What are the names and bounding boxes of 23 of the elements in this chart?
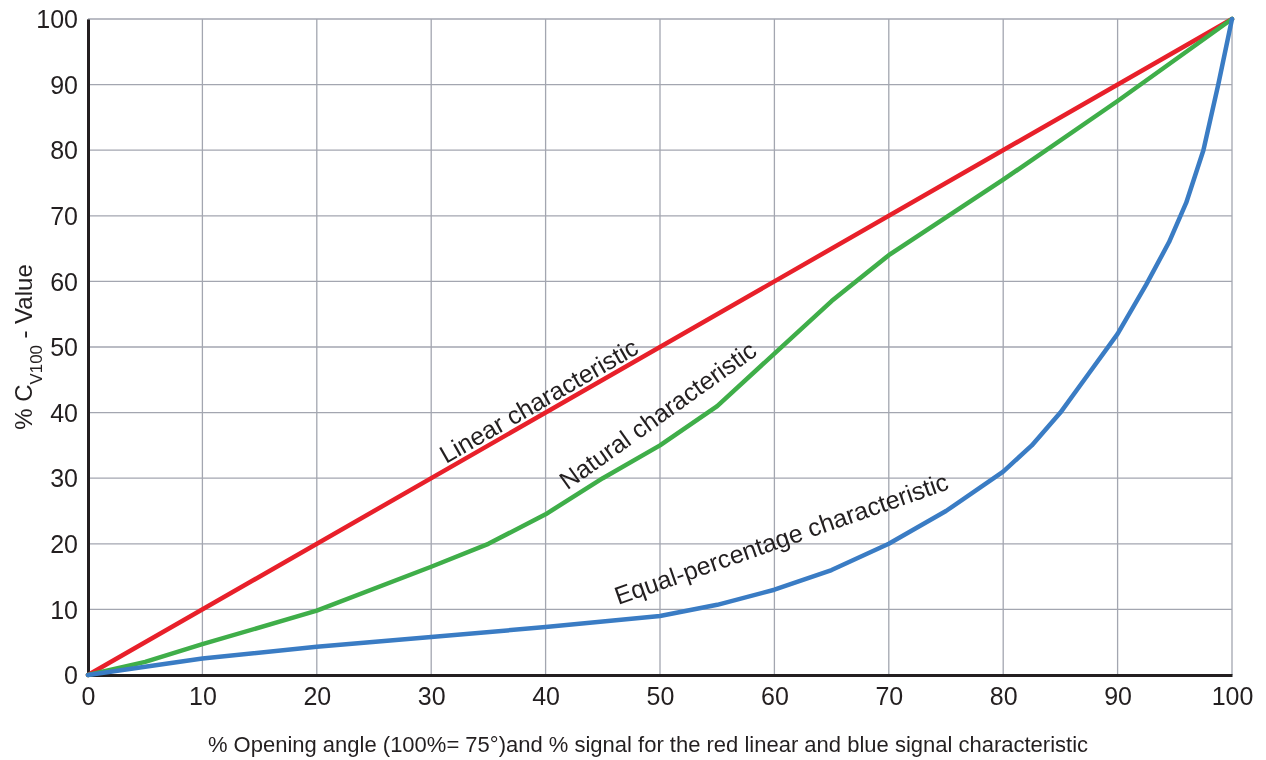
- y-tick-label: 80: [50, 136, 78, 165]
- x-tick-label: 90: [1104, 681, 1133, 710]
- y-tick-label: 30: [50, 464, 78, 493]
- x-tick-label: 100: [1211, 681, 1254, 710]
- x-tick-label: 20: [303, 681, 332, 710]
- y-tick-label: 50: [50, 333, 78, 362]
- x-tick-label: 50: [646, 681, 675, 710]
- x-tick-label: 0: [81, 681, 96, 710]
- x-tick-label: 80: [989, 681, 1018, 710]
- x-tick-label: 10: [188, 681, 217, 710]
- y-tick-label: 90: [50, 70, 78, 99]
- x-tick-label: 60: [760, 681, 789, 710]
- x-tick-label: 30: [417, 681, 446, 710]
- y-tick-label: 40: [50, 398, 78, 427]
- y-tick-label: 60: [50, 267, 78, 296]
- y-tick-label: 20: [50, 530, 78, 559]
- x-axis-title: % Opening angle (100%= 75°)and % signal for the red linear and blue signal characteristic: [207, 732, 1089, 757]
- x-tick-label: 40: [532, 681, 561, 710]
- y-tick-label: 100: [36, 5, 78, 34]
- y-tick-label: 70: [50, 202, 78, 231]
- y-tick-label: 10: [50, 595, 78, 624]
- y-tick-label: 0: [64, 661, 78, 690]
- x-tick-label: 70: [875, 681, 904, 710]
